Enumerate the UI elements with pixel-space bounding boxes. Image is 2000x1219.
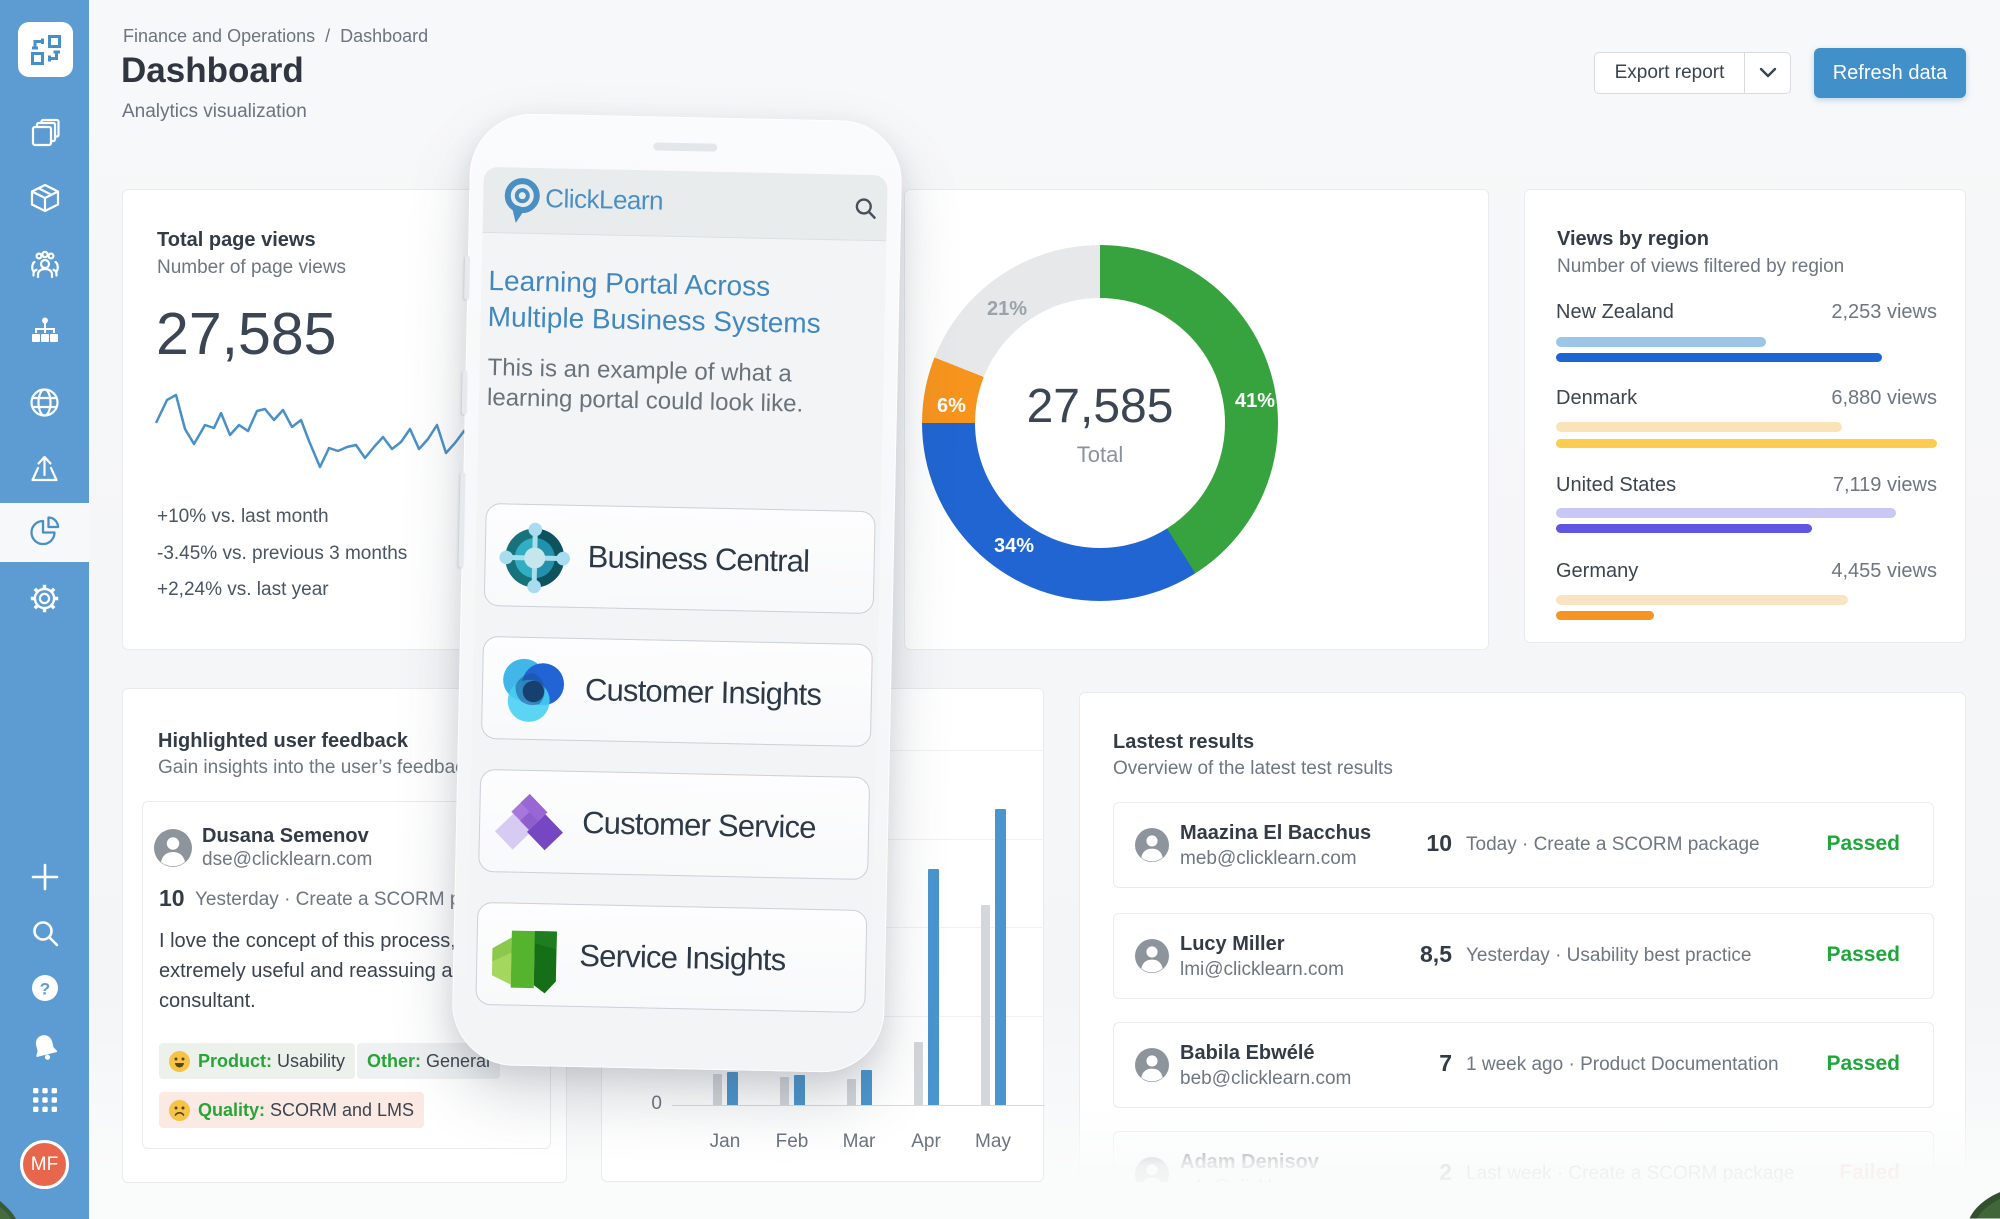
svg-text:?: ? bbox=[39, 980, 49, 999]
